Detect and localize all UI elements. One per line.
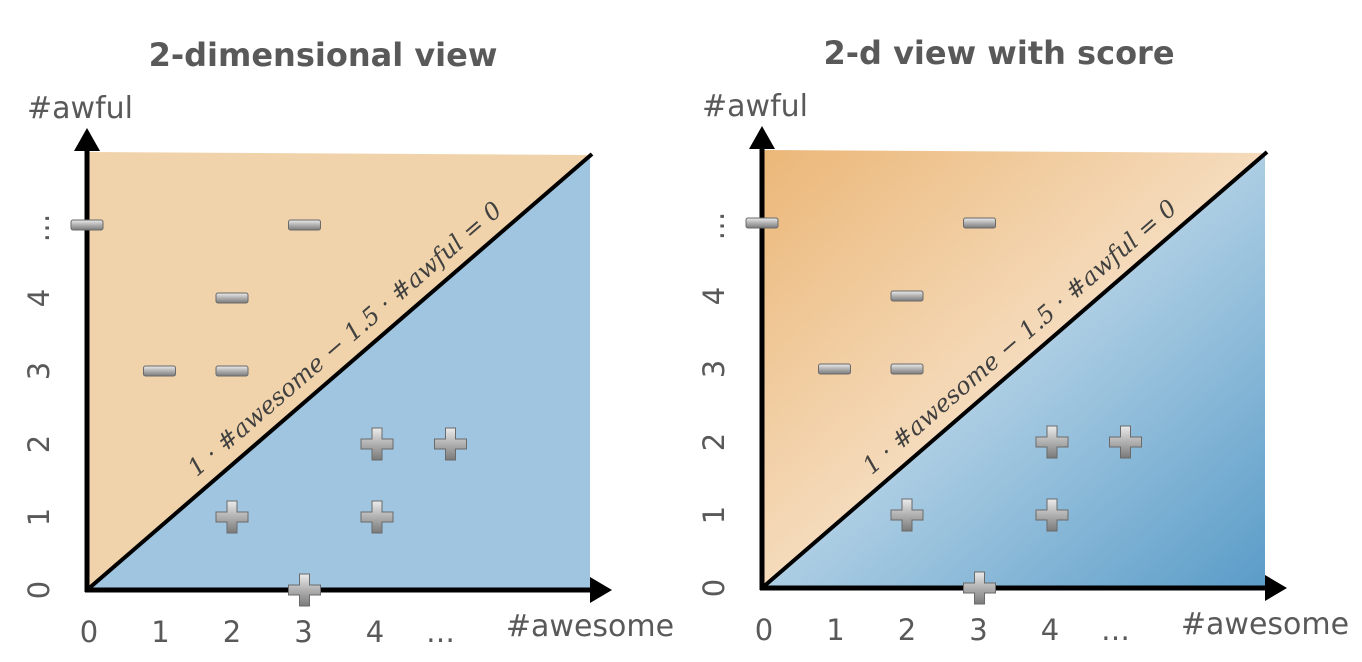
negative-minus-marker <box>215 292 249 304</box>
positive-plus-marker <box>360 500 394 534</box>
y-tick-label: 2 <box>697 433 731 451</box>
positive-plus-marker <box>963 571 996 605</box>
negative-minus-marker <box>890 363 924 375</box>
y-tick-label: 1 <box>697 506 731 524</box>
y-tick-label: 0 <box>697 579 731 597</box>
y-axis-label: #awful <box>702 89 808 124</box>
panel-2d-view-with-score: 1 · #awesome − 1.5 · #awful = 0 2-d view… <box>697 34 1349 647</box>
positive-plus-marker <box>215 500 249 534</box>
y-axis-arrow <box>749 126 775 149</box>
y-tick-label: 2 <box>22 435 56 453</box>
negative-minus-marker <box>745 217 779 229</box>
x-axis-arrow <box>590 577 612 603</box>
x-tick-label: 4 <box>1041 613 1059 647</box>
y-tick-ellipsis: … <box>697 212 731 241</box>
negative-minus-marker <box>215 365 249 377</box>
decision-boundary-line <box>760 150 1269 590</box>
x-tick-ellipsis: … <box>426 615 455 649</box>
tick-labels: 0 1 2 3 4 … 0 1 2 3 4 … <box>22 214 455 650</box>
y-axis-arrow <box>74 128 100 151</box>
positive-plus-marker <box>890 498 924 532</box>
panel-2d-view: 1 · #awesome − 1.5 · #awful = 0 2-dimens… <box>22 36 674 649</box>
y-tick-label: 3 <box>697 360 731 378</box>
x-axis-arrow <box>1265 575 1287 601</box>
x-tick-label: 0 <box>755 613 773 647</box>
negative-minus-marker <box>143 365 176 377</box>
y-tick-label: 3 <box>22 362 56 380</box>
x-tick-label: 1 <box>151 615 169 649</box>
negative-minus-marker <box>963 217 996 229</box>
negative-minus-marker <box>818 363 851 375</box>
negative-minus-marker <box>70 219 104 231</box>
y-axis-label: #awful <box>27 91 133 126</box>
positive-plus-marker <box>288 573 321 607</box>
y-tick-label: 4 <box>22 289 56 307</box>
positive-plus-marker <box>1035 425 1069 459</box>
y-tick-label: 1 <box>22 508 56 526</box>
x-tick-label: 3 <box>969 613 987 647</box>
positive-plus-marker <box>360 427 394 461</box>
x-tick-label: 1 <box>826 613 844 647</box>
data-markers <box>745 217 1142 605</box>
x-tick-label: 3 <box>294 615 312 649</box>
positive-plus-marker <box>1109 425 1142 459</box>
negative-minus-marker <box>890 290 924 302</box>
panel-title: 2-dimensional view <box>149 36 498 74</box>
tick-labels: 0 1 2 3 4 … 0 1 2 3 4 … <box>697 212 1130 648</box>
x-axis-label: #awesome <box>506 609 674 644</box>
data-markers <box>70 219 467 607</box>
y-tick-label: 4 <box>697 287 731 305</box>
decision-boundary-line <box>85 152 594 592</box>
negative-minus-marker <box>288 219 321 231</box>
panel-title: 2-d view with score <box>823 34 1174 72</box>
y-tick-ellipsis: … <box>22 214 56 243</box>
positive-plus-marker <box>434 427 467 461</box>
positive-plus-marker <box>1035 498 1069 532</box>
x-tick-ellipsis: … <box>1101 613 1130 647</box>
x-tick-label: 0 <box>80 615 98 649</box>
x-tick-label: 2 <box>898 613 916 647</box>
y-tick-label: 0 <box>22 581 56 599</box>
x-tick-label: 2 <box>223 615 241 649</box>
x-tick-label: 4 <box>366 615 384 649</box>
x-axis-label: #awesome <box>1181 607 1349 642</box>
